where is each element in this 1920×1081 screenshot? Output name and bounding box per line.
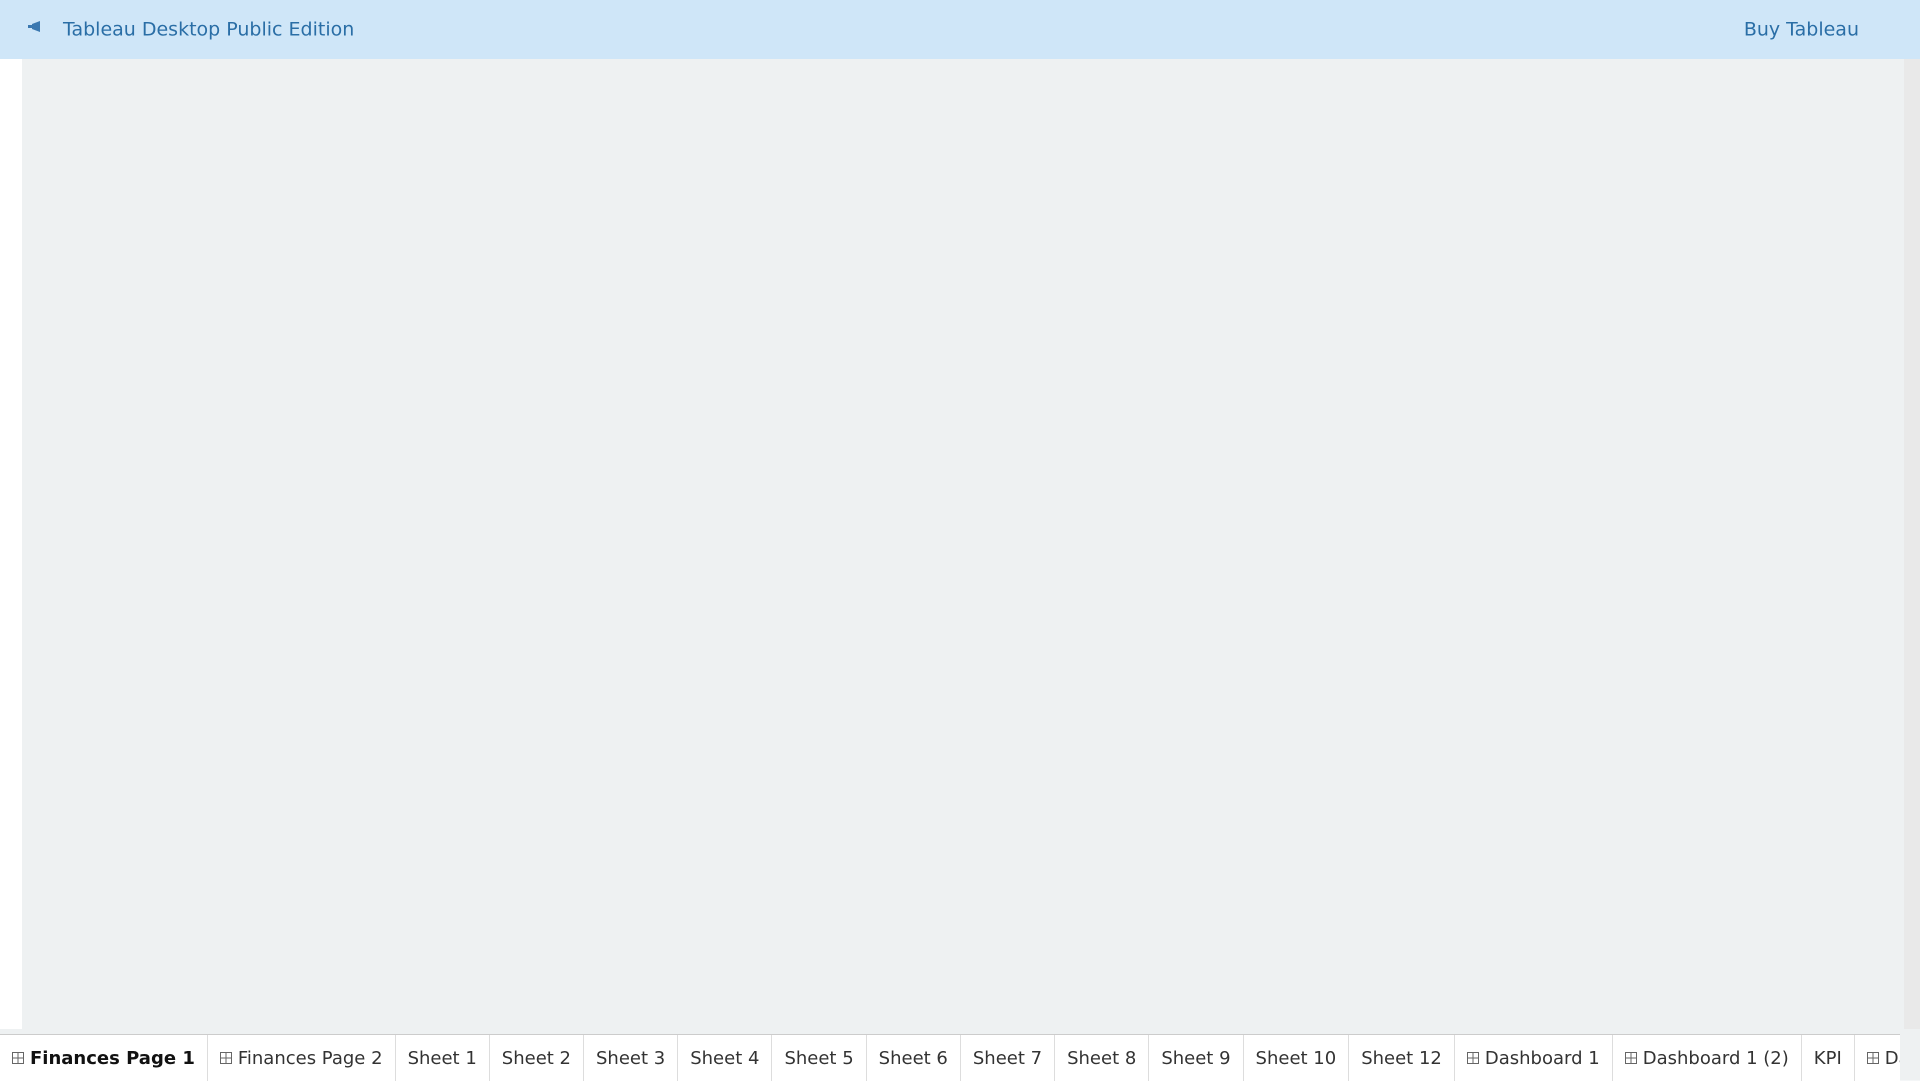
buy-link[interactable]: Buy Tableau <box>1744 19 1859 41</box>
sheet-tab[interactable]: Finances Page 2 <box>208 1035 396 1081</box>
sheet-tab[interactable]: Sheet 8 <box>1055 1035 1150 1081</box>
dashboard-icon <box>12 1052 24 1064</box>
tab-label: Dashb <box>1884 1047 1900 1069</box>
tab-label: Sheet 1 <box>407 1047 477 1069</box>
sheet-tab[interactable]: Sheet 12 <box>1349 1035 1455 1081</box>
sheet-tab[interactable]: KPI <box>1802 1035 1855 1081</box>
tab-label: Sheet 12 <box>1361 1047 1442 1069</box>
sheet-tab[interactable]: Sheet 4 <box>678 1035 773 1081</box>
tab-label: Sheet 3 <box>596 1047 666 1069</box>
app-icon <box>28 21 40 32</box>
sheet-tab[interactable]: Sheet 5 <box>772 1035 867 1081</box>
tab-label: Finances Page 2 <box>237 1047 383 1069</box>
sheet-tab[interactable]: Dashboard 1 <box>1455 1035 1613 1081</box>
left-margin <box>0 59 22 1029</box>
tab-label: Finances Page 1 <box>30 1047 195 1069</box>
tab-label: Dashboard 1 (2) <box>1642 1047 1789 1069</box>
sheet-tab[interactable]: Sheet 3 <box>584 1035 679 1081</box>
tab-label: Sheet 4 <box>690 1047 760 1069</box>
sheet-tab[interactable]: Sheet 2 <box>490 1035 584 1081</box>
dashboard-icon <box>1866 1052 1879 1064</box>
sheet-tab[interactable]: Sheet 1 <box>396 1035 490 1081</box>
tab-label: Sheet 9 <box>1161 1047 1231 1069</box>
dashboard-icon <box>1466 1052 1479 1064</box>
sheet-tab[interactable]: Sheet 7 <box>961 1035 1056 1081</box>
app-title: Tableau Desktop Public Edition <box>62 19 354 41</box>
tab-label: KPI <box>1813 1047 1842 1069</box>
sheet-tab[interactable]: Dashb <box>1855 1035 1900 1081</box>
tab-label: Sheet 5 <box>784 1047 854 1069</box>
sheet-tab[interactable]: Dashboard 1 (2) <box>1613 1035 1802 1081</box>
scrollbar[interactable] <box>1904 59 1920 1029</box>
sheet-tab[interactable]: Sheet 9 <box>1149 1035 1244 1081</box>
sheet-tab[interactable]: Sheet 10 <box>1244 1035 1350 1081</box>
dashboard-icon <box>219 1052 232 1064</box>
tab-label: Dashboard 1 <box>1484 1047 1600 1069</box>
sheet-tab[interactable]: Sheet 6 <box>867 1035 961 1081</box>
tab-label: Sheet 10 <box>1255 1047 1337 1069</box>
tab-label: Sheet 8 <box>1067 1047 1137 1069</box>
sheet-tab[interactable]: Finances Page 1 <box>0 1035 208 1081</box>
tab-label: Sheet 6 <box>878 1047 948 1069</box>
dashboard-icon <box>1624 1052 1637 1064</box>
sheet-tabs: Finances Page 1 Finances Page 2 Sheet 1 She… <box>0 1034 1900 1081</box>
top-bar <box>0 0 1920 59</box>
tab-label: Sheet 2 <box>501 1047 571 1069</box>
tab-label: Sheet 7 <box>972 1047 1043 1069</box>
